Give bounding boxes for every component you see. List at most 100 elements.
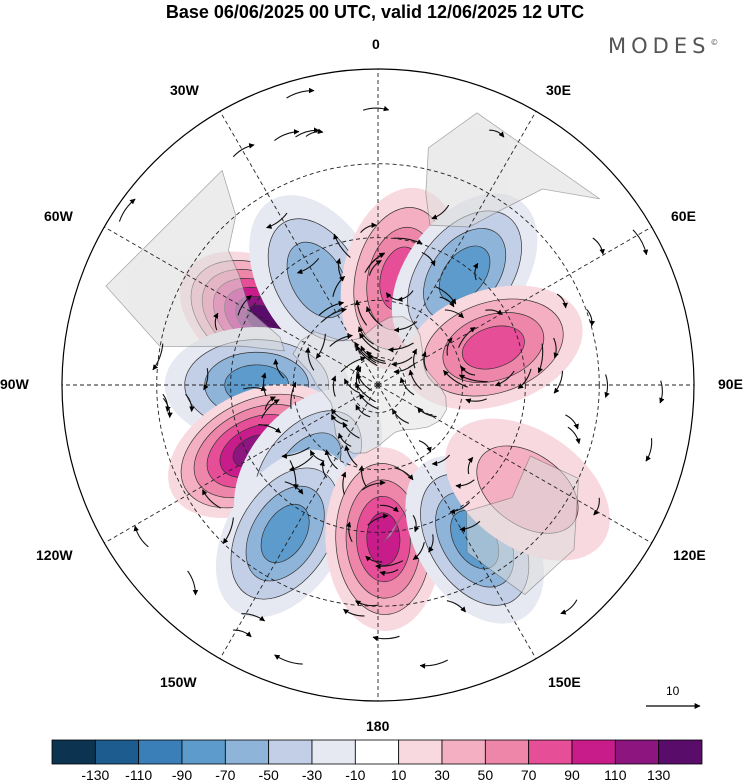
lon-label-60e: 60E: [671, 208, 696, 224]
wind-streamline: [431, 454, 451, 467]
wind-streamline: [421, 351, 428, 371]
wind-streamline: [517, 368, 532, 389]
wind-streamline: [372, 635, 400, 642]
wind-streamline: [345, 521, 353, 543]
colorbar-tick-label: -130: [81, 767, 110, 783]
wind-streamline: [266, 212, 288, 229]
meridian-line: [377, 384, 652, 544]
wind-streamline: [428, 534, 434, 553]
wind-streamline: [565, 414, 579, 430]
wind-streamline: [343, 608, 365, 617]
colorbar-tick-label: -30: [301, 767, 323, 783]
wind-streamline: [274, 654, 303, 665]
wind-streamline: [387, 342, 414, 353]
lon-label-180: 180: [366, 718, 390, 734]
colorbar-swatch: [181, 739, 226, 765]
wind-streamline: [368, 260, 382, 276]
wind-streamline: [361, 479, 386, 491]
colorbar-swatch: [528, 739, 573, 765]
wind-streamline: [284, 481, 304, 495]
wind-streamline: [331, 375, 337, 397]
wind-streamline: [592, 237, 605, 255]
wind-streamline: [290, 381, 297, 409]
colorbar-swatch: [51, 739, 96, 765]
colorbar-tick-label: 30: [434, 767, 450, 783]
colorbar-tick-label: -70: [215, 767, 236, 783]
wind-streamline: [444, 309, 464, 319]
colorbar-swatch: [268, 739, 313, 765]
wind-streamline: [419, 659, 448, 669]
wind-streamline: [331, 408, 349, 422]
graticule: [62, 69, 694, 701]
colorbar-swatch: [311, 739, 356, 765]
lon-label-0: 0: [372, 36, 380, 52]
wind-streamline: [342, 421, 360, 439]
reference-vector-value: 10: [666, 684, 680, 698]
wind-streamline: [309, 450, 325, 462]
wind-streamline: [162, 393, 171, 413]
wind-streamline: [560, 599, 578, 615]
wind-streamlines: [118, 87, 665, 669]
meridian-line: [377, 111, 537, 386]
parallel-circle: [156, 163, 600, 607]
lon-label-150e: 150E: [548, 674, 581, 690]
wind-streamline: [366, 253, 385, 270]
wind-streamline: [340, 356, 367, 373]
map-title: Base 06/06/2025 00 UTC, valid 12/06/2025…: [165, 2, 585, 22]
colorbar-tick-label: 90: [564, 767, 580, 783]
wind-streamline: [380, 504, 399, 513]
wind-streamline: [187, 570, 199, 596]
wind-streamline: [162, 397, 173, 419]
colorbar-swatch: [224, 739, 270, 765]
wind-streamline: [340, 471, 347, 495]
wind-streamline: [133, 525, 149, 548]
colorbar-swatch: [571, 739, 616, 765]
wind-streamline: [358, 326, 374, 345]
anomaly-contour: [366, 512, 401, 566]
lon-label-120e: 120E: [673, 547, 706, 563]
wind-streamline: [553, 370, 564, 394]
wind-streamline: [604, 374, 610, 398]
meridian-line: [377, 226, 652, 386]
colorbar-swatch: [138, 739, 183, 765]
wind-streamline: [305, 128, 324, 137]
wind-streamline: [366, 306, 383, 327]
wind-streamline: [391, 356, 413, 368]
wind-streamline: [567, 426, 581, 445]
wind-streamline: [375, 560, 404, 570]
wind-streamline: [586, 309, 596, 327]
lon-label-150w: 150W: [160, 674, 197, 690]
wind-streamline: [233, 629, 252, 638]
wind-streamline: [202, 489, 221, 509]
wind-streamline: [659, 380, 665, 404]
wind-streamline: [460, 365, 476, 376]
lon-label-90w: 90W: [0, 376, 29, 392]
wind-streamline: [411, 348, 417, 369]
colorbar-tick-label: -110: [125, 767, 153, 783]
wind-streamline: [185, 393, 195, 412]
wind-streamline: [237, 295, 252, 316]
colorbar-swatch: [354, 739, 400, 765]
wind-streamline: [319, 460, 328, 479]
wind-streamline: [408, 369, 422, 390]
wind-streamline: [337, 432, 352, 447]
colorbar-swatch: [441, 739, 486, 765]
meridian-line: [219, 111, 379, 386]
colorbar-tick-label: 70: [520, 767, 537, 783]
wind-streamline: [467, 456, 474, 475]
africa-landmass: [425, 112, 601, 228]
wind-streamline: [354, 299, 368, 326]
wind-streamline: [318, 300, 345, 316]
wind-streamline: [632, 229, 649, 256]
wind-streamline: [261, 399, 280, 419]
wind-streamline: [412, 541, 425, 561]
wind-streamline: [118, 198, 136, 222]
wind-streamline: [431, 204, 450, 220]
wind-streamline: [296, 257, 320, 275]
wind-streamline: [332, 275, 346, 297]
lon-label-30e: 30E: [546, 82, 571, 98]
wind-streamline: [489, 129, 505, 138]
map-boundary: [61, 68, 695, 702]
wind-streamline: [394, 467, 414, 481]
lon-label-120w: 120W: [36, 547, 73, 563]
